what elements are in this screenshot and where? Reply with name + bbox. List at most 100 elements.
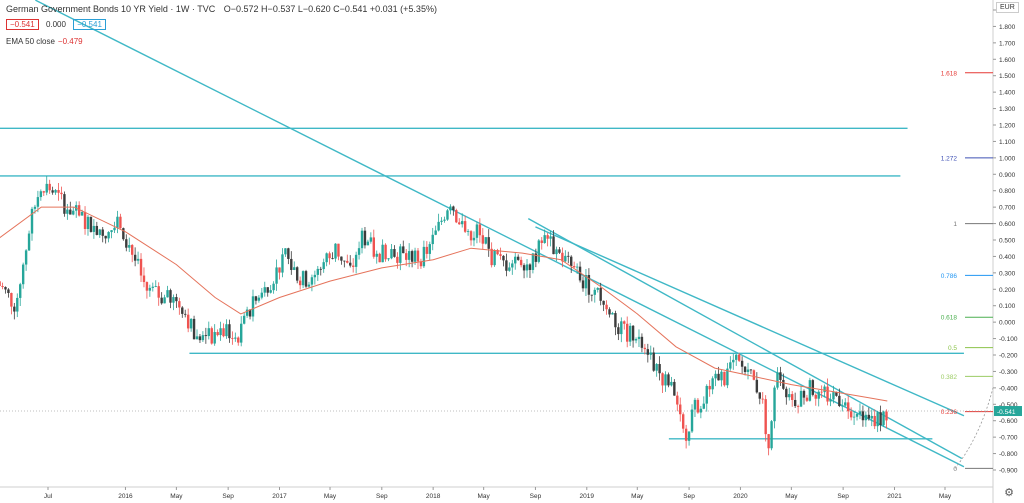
candle-body	[13, 306, 16, 312]
candle-body	[846, 402, 850, 412]
ema-label: EMA 50 close	[6, 37, 55, 46]
candle-body	[363, 230, 367, 246]
candle-body	[19, 284, 22, 298]
candle-body	[337, 243, 340, 257]
candle-body	[867, 414, 871, 419]
candle-body	[755, 379, 759, 393]
candle-body	[184, 313, 187, 315]
symbol-title[interactable]: German Government Bonds 10 YR Yield · 1W…	[6, 4, 216, 14]
candle-body	[98, 229, 101, 235]
candle-body	[858, 411, 862, 415]
candle-body	[210, 328, 213, 344]
candle-body	[749, 369, 753, 371]
candle-body	[278, 267, 281, 273]
currency-unit[interactable]: EUR	[996, 2, 1019, 13]
candle-body	[684, 428, 688, 441]
candle-body	[508, 267, 511, 271]
x-tick-label: May	[170, 493, 183, 500]
candle-body	[437, 221, 440, 231]
candle-body	[449, 206, 452, 211]
candle-body	[372, 237, 375, 257]
candle-body	[343, 260, 346, 262]
candle-body	[381, 244, 384, 263]
candle-body	[478, 224, 482, 236]
y-tick-label: -0.400	[999, 385, 1018, 392]
candle-body	[472, 237, 476, 241]
candle-body	[702, 403, 706, 409]
candle-body	[116, 216, 119, 228]
candle-body	[826, 386, 829, 402]
candle-body	[519, 259, 523, 266]
settings-gear-icon[interactable]: ⚙	[1004, 487, 1014, 499]
candle-body	[245, 309, 249, 316]
y-tick-label: 1.200	[999, 123, 1016, 130]
fib-level-label: 0.618	[941, 315, 958, 322]
fib-level-label: 0.786	[941, 273, 958, 280]
candle-body	[328, 253, 331, 259]
candle-body	[301, 271, 305, 286]
candle-body	[729, 362, 732, 369]
candle-body	[735, 354, 738, 360]
candle-body	[717, 373, 720, 381]
candle-body	[714, 373, 717, 379]
candle-body	[48, 183, 51, 191]
buy-price-box[interactable]: −0.541	[73, 19, 106, 30]
candle-body	[231, 338, 234, 339]
candle-body	[505, 260, 508, 271]
candle-body	[178, 301, 181, 308]
candle-body	[640, 336, 644, 348]
candle-body	[693, 399, 697, 410]
candle-body	[63, 194, 66, 214]
candle-body	[540, 240, 543, 243]
x-tick-label: 2021	[887, 493, 902, 500]
candle-body	[599, 287, 602, 301]
candle-body	[525, 264, 529, 271]
candle-body	[531, 253, 535, 270]
candle-body	[384, 244, 387, 260]
candle-body	[254, 296, 258, 301]
candle-body	[60, 192, 63, 195]
candle-body	[366, 241, 370, 246]
candle-body	[172, 297, 175, 303]
fib-level-label: 0	[953, 466, 957, 473]
candle-body	[360, 230, 364, 249]
candle-body	[225, 324, 228, 337]
sell-price-box[interactable]: −0.541	[6, 19, 39, 30]
candle-body	[646, 349, 650, 355]
candle-body	[251, 296, 255, 317]
y-tick-label: 1.300	[999, 106, 1016, 113]
candle-body	[281, 254, 284, 273]
candle-body	[690, 409, 694, 432]
candle-body	[596, 287, 599, 290]
candle-body	[287, 248, 290, 259]
candle-body	[882, 411, 885, 426]
candle-body	[107, 232, 110, 239]
candle-body	[151, 286, 155, 288]
candle-body	[413, 250, 417, 262]
candle-body	[593, 289, 596, 295]
candle-body	[30, 208, 34, 234]
candle-body	[290, 258, 293, 270]
candle-body	[1, 286, 4, 287]
candle-body	[369, 237, 373, 242]
candle-body	[720, 371, 723, 381]
candle-body	[293, 267, 296, 270]
candle-body	[623, 321, 626, 324]
candle-body	[737, 354, 741, 361]
candle-body	[263, 287, 266, 293]
candle-body	[699, 408, 703, 413]
candle-body	[625, 323, 629, 342]
ema-legend[interactable]: EMA 50 close −0.479	[6, 37, 83, 46]
y-tick-label: -0.300	[999, 369, 1018, 376]
candle-body	[237, 337, 240, 343]
y-tick-label: 1.800	[999, 24, 1016, 31]
candle-body	[204, 335, 208, 337]
candle-body	[266, 287, 269, 293]
candle-body	[284, 248, 287, 255]
x-tick-label: Sep	[530, 493, 542, 500]
candle-body	[207, 328, 210, 337]
candle-body	[240, 323, 243, 343]
candle-body	[838, 395, 841, 407]
